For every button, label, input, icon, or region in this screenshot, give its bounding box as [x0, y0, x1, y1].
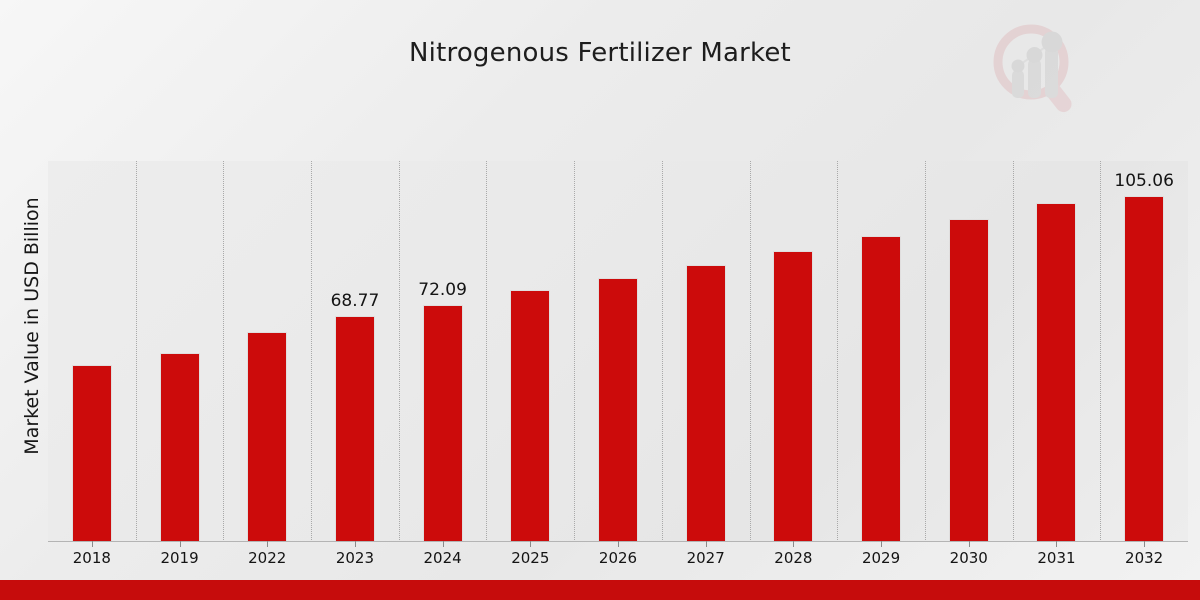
y-axis-title: Market Value in USD Billion	[21, 197, 43, 455]
gridline	[574, 161, 576, 542]
gridline	[311, 161, 313, 542]
footer-band	[0, 580, 1200, 600]
tick-mark	[530, 541, 532, 547]
bar-2032[interactable]: 105.06	[1114, 161, 1174, 542]
gridline	[135, 161, 137, 542]
bar-value-label: 72.09	[418, 279, 467, 300]
x-tick-label-2029: 2029	[861, 549, 901, 567]
x-tick-label-2022: 2022	[248, 549, 287, 567]
x-tick-label-2018: 2018	[72, 549, 111, 567]
bar-rect[interactable]	[71, 365, 112, 542]
x-tick-label-2032: 2032	[1125, 549, 1164, 567]
bar-2031[interactable]	[1036, 161, 1077, 542]
bar-rect[interactable]	[773, 250, 814, 542]
bar-rect[interactable]	[422, 304, 463, 542]
tick-mark	[179, 541, 181, 547]
bar-rect[interactable]	[510, 289, 551, 542]
bar-value-label: 105.06	[1114, 171, 1174, 192]
x-tick-label-2023: 2023	[335, 549, 375, 567]
gridline	[1012, 161, 1014, 542]
x-tick-label-2031: 2031	[1037, 549, 1076, 567]
tick-mark	[442, 541, 444, 547]
bar-2029[interactable]	[861, 161, 902, 542]
bar-2018[interactable]	[71, 161, 112, 542]
x-tick-label-2024: 2024	[423, 549, 462, 567]
bar-rect[interactable]	[159, 352, 200, 542]
bar-2030[interactable]	[948, 161, 989, 542]
gridline	[1100, 161, 1102, 542]
bar-2026[interactable]	[598, 161, 638, 542]
tick-mark	[91, 541, 93, 547]
bar-rect[interactable]	[247, 332, 288, 542]
page-title: Nitrogenous Fertilizer Market	[409, 38, 791, 68]
tick-mark	[881, 541, 883, 547]
bar-2025[interactable]	[510, 161, 551, 542]
tick-mark	[1056, 541, 1058, 547]
bar-2024[interactable]: 72.09	[418, 161, 467, 542]
tick-mark	[793, 541, 795, 547]
bar-2019[interactable]	[159, 161, 200, 542]
gridline	[398, 161, 400, 542]
bar-2027[interactable]	[685, 161, 726, 542]
brand-logo-icon	[988, 22, 1084, 114]
tick-mark	[1144, 541, 1146, 547]
tick-mark	[354, 541, 356, 547]
tick-mark	[267, 541, 269, 547]
bar-rect[interactable]	[861, 235, 902, 542]
gridline	[749, 161, 751, 542]
x-tick-label-2028: 2028	[774, 549, 813, 567]
bar-2023[interactable]: 68.77	[331, 161, 379, 542]
tick-mark	[705, 541, 707, 547]
bar-rect[interactable]	[948, 219, 989, 542]
bar-series: 68.77 72.09 105.06	[48, 161, 1188, 542]
gridline	[837, 161, 839, 542]
x-tick-label-2030: 2030	[949, 549, 988, 567]
bar-rect[interactable]	[598, 277, 638, 542]
tick-mark	[968, 541, 970, 547]
gridline	[486, 161, 488, 542]
bar-2028[interactable]	[773, 161, 814, 542]
x-tick-label-2027: 2027	[686, 549, 725, 567]
bar-rect[interactable]	[1124, 196, 1165, 542]
x-tick-label-2019: 2019	[160, 549, 199, 567]
bar-rect[interactable]	[685, 264, 726, 542]
bar-value-label: 68.77	[330, 290, 380, 311]
tick-mark	[618, 541, 619, 547]
x-tick-label-2026: 2026	[598, 549, 638, 567]
gridline	[223, 161, 225, 542]
bar-rect[interactable]	[1036, 203, 1077, 542]
bar-rect[interactable]	[334, 315, 375, 542]
x-tick-label-2025: 2025	[511, 549, 550, 567]
bar-2022[interactable]	[247, 161, 288, 542]
gridline	[924, 161, 926, 542]
gridline	[661, 161, 663, 542]
